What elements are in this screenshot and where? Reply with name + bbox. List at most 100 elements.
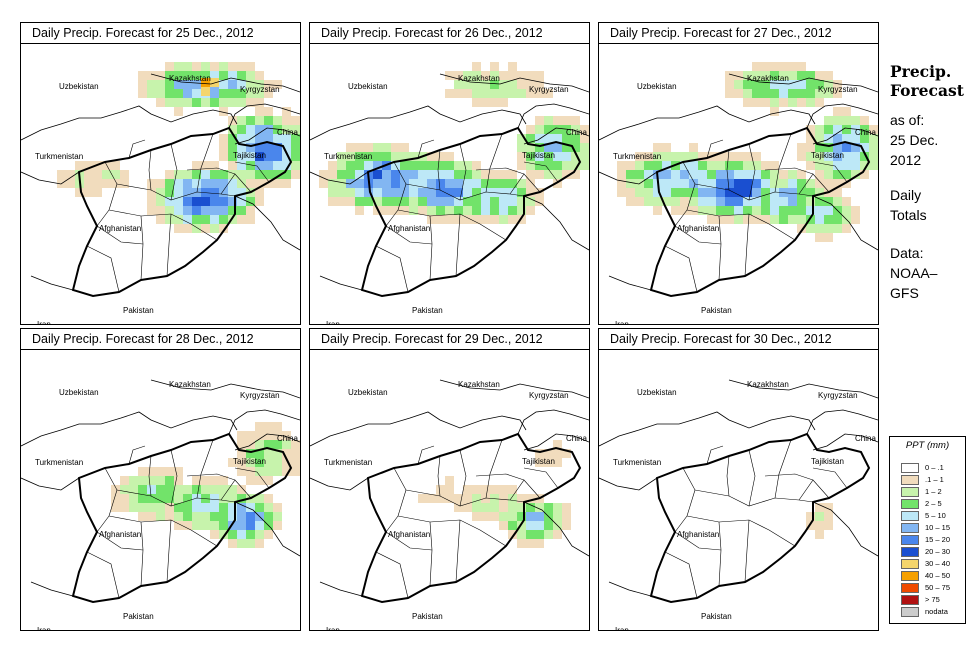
precip-cell	[183, 494, 192, 503]
precip-cell	[228, 485, 237, 494]
precip-cell	[526, 80, 535, 89]
precip-cell	[815, 134, 824, 143]
precip-cell	[752, 152, 761, 161]
precip-cell	[544, 134, 553, 143]
precip-cell	[273, 458, 282, 467]
precip-cell	[246, 152, 255, 161]
precip-cell	[806, 206, 815, 215]
precip-cell	[246, 143, 255, 152]
precip-cell	[355, 206, 364, 215]
precip-cell	[219, 89, 228, 98]
precip-cell	[102, 161, 111, 170]
precip-cell	[635, 152, 644, 161]
precip-cell	[228, 179, 237, 188]
country-label-china: China	[855, 128, 876, 137]
precip-cell	[282, 458, 291, 467]
precip-cell	[779, 71, 788, 80]
precip-cell	[815, 98, 824, 107]
precip-cell	[165, 215, 174, 224]
province-border	[694, 489, 814, 507]
country-label-turkmenistan: Turkmenistan	[613, 152, 662, 161]
precip-cell	[833, 89, 842, 98]
precip-cell	[499, 170, 508, 179]
precip-cell	[833, 224, 842, 233]
precip-cell	[779, 206, 788, 215]
precip-cell	[499, 512, 508, 521]
province-border	[405, 183, 525, 201]
precip-cell	[761, 179, 770, 188]
precip-cell	[824, 197, 833, 206]
precip-cell	[427, 197, 436, 206]
precip-cell	[246, 521, 255, 530]
precip-cell	[680, 161, 689, 170]
precip-cell	[156, 98, 165, 107]
precip-cell	[138, 512, 147, 521]
precip-cell	[580, 152, 589, 161]
precip-cell	[183, 206, 192, 215]
precip-cell	[201, 197, 210, 206]
precip-cell	[526, 179, 535, 188]
precip-cell	[635, 161, 644, 170]
precip-cell	[824, 512, 833, 521]
precip-cell	[319, 179, 328, 188]
precip-cell	[463, 485, 472, 494]
precip-cell	[635, 188, 644, 197]
province-border	[96, 225, 144, 245]
precip-cell	[508, 485, 517, 494]
precip-cell	[400, 206, 409, 215]
precip-cell	[237, 80, 246, 89]
precip-cell	[517, 161, 526, 170]
precip-cell	[869, 143, 878, 152]
precip-cell	[571, 161, 580, 170]
precip-cell	[174, 206, 183, 215]
precip-cell	[517, 494, 526, 503]
precip-cell	[526, 206, 535, 215]
precip-cell	[210, 78, 219, 87]
precip-cell	[201, 224, 210, 233]
precip-cell	[237, 215, 246, 224]
precip-cell	[237, 134, 246, 143]
precip-cell	[445, 71, 454, 80]
precip-cell	[481, 485, 490, 494]
legend-label: 30 – 40	[925, 559, 951, 568]
precip-cell	[210, 89, 219, 98]
precip-cell	[743, 98, 752, 107]
precip-cell	[725, 89, 734, 98]
precip-cell	[788, 215, 797, 224]
precip-cell	[815, 521, 824, 530]
precip-cell	[282, 161, 291, 170]
precip-cell	[553, 458, 562, 467]
province-border	[375, 245, 409, 293]
precip-cell	[400, 170, 409, 179]
precip-cell	[409, 161, 418, 170]
precip-cell	[391, 143, 400, 152]
precip-cell	[111, 485, 120, 494]
province-border	[664, 245, 698, 293]
country-border	[728, 73, 878, 93]
precip-cell	[111, 503, 120, 512]
country-border	[608, 581, 652, 597]
precip-cell	[788, 170, 797, 179]
precip-cell	[553, 134, 562, 143]
precip-cell	[815, 161, 824, 170]
precip-cell	[210, 521, 219, 530]
data-source-2: GFS	[890, 285, 919, 301]
precip-cell	[237, 125, 246, 134]
precip-cell	[499, 89, 508, 98]
precip-cell	[246, 512, 255, 521]
precip-cell	[228, 206, 237, 215]
province-border	[234, 467, 270, 489]
precip-cell	[815, 71, 824, 80]
precip-cell	[815, 503, 824, 512]
precip-cell	[183, 80, 192, 89]
precip-cell	[806, 143, 815, 152]
precip-cell	[689, 152, 698, 161]
precip-cell	[346, 161, 355, 170]
precip-cell	[689, 188, 698, 197]
precip-cell	[445, 170, 454, 179]
precip-cell	[165, 89, 174, 98]
precip-cell	[156, 71, 165, 80]
precip-cell	[815, 89, 824, 98]
precip-cell	[734, 152, 743, 161]
precip-cell	[436, 494, 445, 503]
